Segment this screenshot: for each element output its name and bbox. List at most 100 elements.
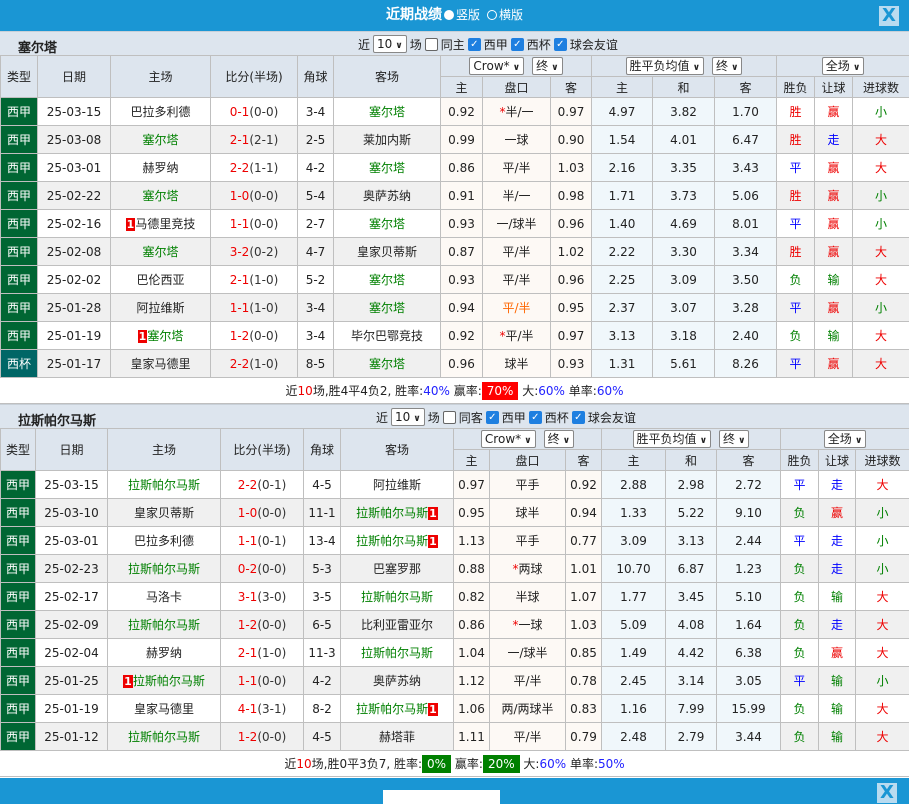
home-team[interactable]: 赫罗纳 [110,153,211,182]
portrait-label[interactable]: 竖版 [456,8,481,22]
home-team[interactable]: 拉斯帕尔马斯 [107,470,221,499]
home-team[interactable]: 拉斯帕尔马斯 [107,722,221,751]
home-team-name[interactable]: 赫罗纳 [145,646,182,660]
table-row[interactable]: 西甲 25-03-01 巴拉多利德 1-1(0-1) 13-4 拉斯帕尔马斯1 1.13 平手… [0,526,909,555]
home-team[interactable]: 皇家马德里 [110,349,211,378]
filter-checkbox[interactable]: ✓ [510,37,524,51]
league-badge[interactable]: 西甲 [0,638,36,667]
landscape-label[interactable]: 横版 [498,8,523,22]
league-badge[interactable]: 西甲 [0,237,38,266]
league-badge[interactable]: 西甲 [0,694,36,723]
away-team-name[interactable]: 拉斯帕尔马斯 [360,646,433,660]
away-team-name[interactable]: 赫塔菲 [378,730,415,744]
home-team-name[interactable]: 拉斯帕尔马斯 [127,478,200,492]
table-row[interactable]: 西甲 25-02-08 塞尔塔 3-2(0-2) 4-7 皇家贝蒂斯 0.87 平/半 1.02… [0,237,909,266]
league-badge[interactable]: 西甲 [0,722,36,751]
away-team-name[interactable]: 拉斯帕尔马斯 [356,506,429,520]
home-team-name[interactable]: 巴拉多利德 [133,534,194,548]
away-team-name[interactable]: 拉斯帕尔马斯 [356,702,429,716]
away-team-name[interactable]: 阿拉维斯 [372,478,421,492]
away-team-name[interactable]: 塞尔塔 [368,161,405,175]
period-select[interactable]: 全场 [821,57,865,75]
away-team-name[interactable]: 塞尔塔 [368,273,405,287]
table-row[interactable]: 西甲 25-02-17 马洛卡 3-1(3-0) 3-5 拉斯帕尔马斯 0.82 半球 1.07… [0,582,909,611]
away-team-name[interactable]: 塞尔塔 [368,357,405,371]
table-row[interactable]: 西杯 25-01-17 皇家马德里 2-2(1-0) 8-5 塞尔塔 0.96 球半 0.93 1… [0,349,909,378]
away-team[interactable]: 巴塞罗那 [340,554,454,583]
period-select[interactable]: 全场 [823,430,867,448]
home-team[interactable]: 巴拉多利德 [107,526,221,555]
filter-checkbox[interactable]: ✓ [485,410,499,424]
away-team[interactable]: 莱加内斯 [333,125,441,154]
home-team-name[interactable]: 马洛卡 [145,590,182,604]
table-row[interactable]: 西甲 25-03-10 皇家贝蒂斯 1-0(0-0) 11-1 拉斯帕尔马斯1 0.95 球半… [0,498,909,527]
filter-checkbox[interactable]: ✓ [553,37,567,51]
euro-term-select[interactable]: 终 [719,430,750,448]
away-team-name[interactable]: 塞尔塔 [368,301,405,315]
away-team[interactable]: 奥萨苏纳 [340,666,454,695]
home-team[interactable]: 马洛卡 [107,582,221,611]
away-team[interactable]: 塞尔塔 [333,265,441,294]
away-team-name[interactable]: 巴塞罗那 [372,562,421,576]
bottom-input-box[interactable] [383,790,500,804]
table-row[interactable]: 西甲 25-01-19 1塞尔塔 1-2(0-0) 3-4 毕尔巴鄂竞技 0.92 *平/半 0… [0,321,909,350]
away-team[interactable]: 拉斯帕尔马斯 [340,638,454,667]
table-row[interactable]: 西甲 25-03-01 赫罗纳 2-2(1-1) 4-2 塞尔塔 0.86 平/半 1.03 2.… [0,153,909,182]
table-row[interactable]: 西甲 25-02-22 塞尔塔 1-0(0-0) 5-4 奥萨苏纳 0.91 半/一 0.98 1… [0,181,909,210]
company-select[interactable]: Crow* [469,57,525,75]
table-row[interactable]: 西甲 25-03-15 巴拉多利德 0-1(0-0) 3-4 塞尔塔 0.92 *半/一 0.9… [0,97,909,126]
table-row[interactable]: 西甲 25-01-28 阿拉维斯 1-1(1-0) 3-4 塞尔塔 0.94 平/半 0.95 2… [0,293,909,322]
league-badge[interactable]: 西甲 [0,181,38,210]
home-team-name[interactable]: 拉斯帕尔马斯 [127,618,200,632]
filter-checkbox[interactable]: ✓ [467,37,481,51]
league-badge[interactable]: 西甲 [0,321,38,350]
league-badge[interactable]: 西甲 [0,582,36,611]
away-team[interactable]: 塞尔塔 [333,153,441,182]
table-row[interactable]: 西甲 25-02-02 巴伦西亚 2-1(1-0) 5-2 塞尔塔 0.93 平/半 0.96 2… [0,265,909,294]
home-team-name[interactable]: 皇家贝蒂斯 [133,506,194,520]
league-badge[interactable]: 西甲 [0,470,36,499]
league-badge[interactable]: 西甲 [0,153,38,182]
away-team-name[interactable]: 比利亚雷亚尔 [360,618,433,632]
away-team[interactable]: 比利亚雷亚尔 [340,610,454,639]
handicap-term-select[interactable]: 终 [532,57,563,75]
home-team[interactable]: 塞尔塔 [110,181,211,210]
table-row[interactable]: 西甲 25-02-09 拉斯帕尔马斯 1-2(0-0) 6-5 比利亚雷亚尔 0.86 *一球… [0,610,909,639]
league-badge[interactable]: 西甲 [0,265,38,294]
away-team[interactable]: 奥萨苏纳 [333,181,441,210]
home-team[interactable]: 皇家马德里 [107,694,221,723]
home-team-name[interactable]: 皇家马德里 [130,357,191,371]
handicap-term-select[interactable]: 终 [543,430,575,448]
league-badge[interactable]: 西甲 [0,125,38,154]
match-count-select[interactable]: 10 [373,35,407,53]
table-row[interactable]: 西甲 25-02-16 1马德里竞技 1-1(0-0) 2-7 塞尔塔 0.93 一/球半 0.… [0,209,909,238]
table-row[interactable]: 西甲 25-01-25 1拉斯帕尔马斯 1-1(0-0) 4-2 奥萨苏纳 1.12 平/半 0… [0,666,909,695]
same-venue-checkbox[interactable] [442,410,456,424]
home-team[interactable]: 巴拉多利德 [110,97,211,126]
home-team-name[interactable]: 阿拉维斯 [136,301,185,315]
filter-checkbox[interactable]: ✓ [571,410,585,424]
league-badge[interactable]: 西甲 [0,610,36,639]
home-team[interactable]: 巴伦西亚 [110,265,211,294]
home-team-name[interactable]: 塞尔塔 [147,329,184,343]
away-team[interactable]: 拉斯帕尔马斯1 [340,498,454,527]
away-team[interactable]: 塞尔塔 [333,293,441,322]
league-badge[interactable]: 西杯 [0,349,38,378]
league-badge[interactable]: 西甲 [0,498,36,527]
home-team[interactable]: 皇家贝蒂斯 [107,498,221,527]
home-team-name[interactable]: 巴拉多利德 [130,105,191,119]
close-icon[interactable]: X [879,6,899,26]
table-row[interactable]: 西甲 25-03-15 拉斯帕尔马斯 2-2(0-1) 4-5 阿拉维斯 0.97 平手 0.9… [0,470,909,499]
home-team-name[interactable]: 马德里竞技 [135,217,196,231]
away-team-name[interactable]: 塞尔塔 [368,217,405,231]
home-team[interactable]: 1拉斯帕尔马斯 [107,666,221,695]
away-team-name[interactable]: 奥萨苏纳 [372,674,421,688]
table-row[interactable]: 西甲 25-02-23 拉斯帕尔马斯 0-2(0-0) 5-3 巴塞罗那 0.88 *两球 1.… [0,554,909,583]
league-badge[interactable]: 西甲 [0,526,36,555]
table-row[interactable]: 西甲 25-01-12 拉斯帕尔马斯 1-2(0-0) 4-5 赫塔菲 1.11 平/半 0.7… [0,722,909,751]
home-team-name[interactable]: 拉斯帕尔马斯 [132,674,205,688]
home-team[interactable]: 1马德里竞技 [110,209,211,238]
home-team[interactable]: 阿拉维斯 [110,293,211,322]
away-team-name[interactable]: 毕尔巴鄂竞技 [350,329,423,343]
table-row[interactable]: 西甲 25-01-19 皇家马德里 4-1(3-1) 8-2 拉斯帕尔马斯1 1.06 两/两… [0,694,909,723]
